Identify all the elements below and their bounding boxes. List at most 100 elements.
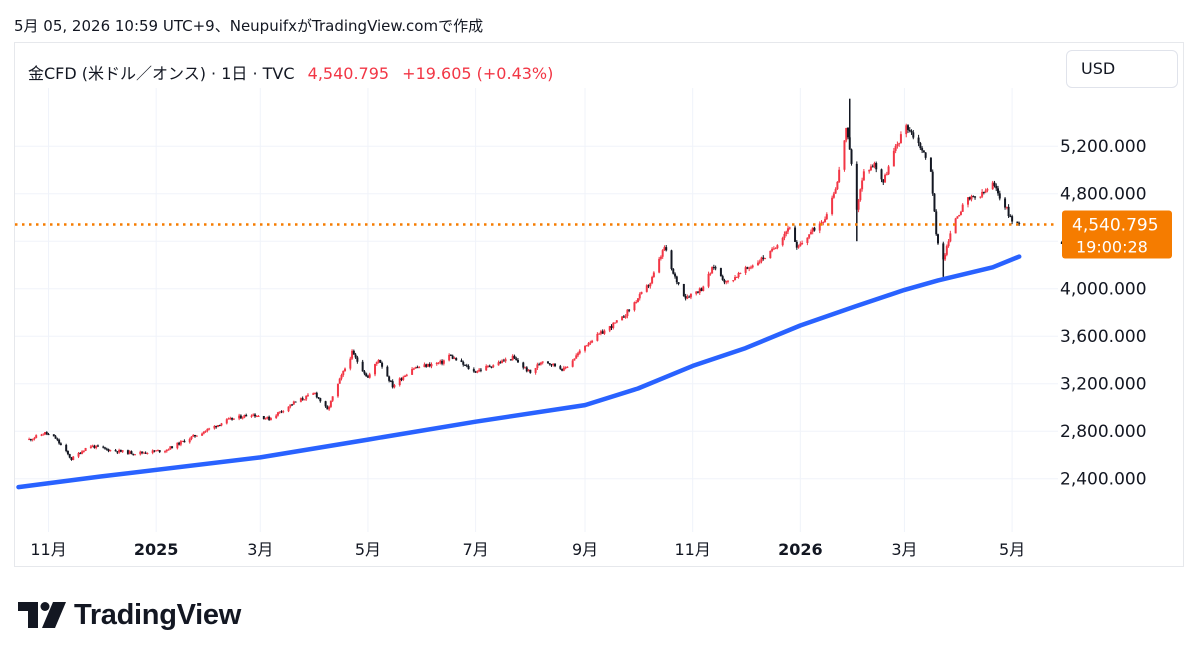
candle-body bbox=[220, 423, 223, 426]
candle-body bbox=[880, 169, 883, 180]
candle-body bbox=[516, 359, 519, 363]
candle-body bbox=[612, 322, 615, 328]
candle-body bbox=[146, 452, 149, 454]
candle-body bbox=[1016, 221, 1019, 224]
candle-body bbox=[278, 411, 281, 413]
candle-body bbox=[416, 367, 419, 369]
candle-body bbox=[472, 369, 475, 372]
candle-body bbox=[760, 257, 763, 262]
candle-body bbox=[190, 436, 193, 440]
candle-body bbox=[81, 451, 84, 454]
tradingview-logo[interactable]: TradingView bbox=[18, 598, 241, 632]
candle-body bbox=[509, 359, 512, 361]
candle-body bbox=[998, 193, 1001, 199]
candle-body bbox=[1009, 216, 1012, 218]
candle-body bbox=[628, 309, 631, 311]
candle-body bbox=[677, 282, 680, 285]
candle-body bbox=[885, 174, 888, 176]
candle-body bbox=[44, 432, 47, 435]
candle-body bbox=[1011, 216, 1014, 222]
candle-body bbox=[944, 254, 947, 260]
candle-body bbox=[659, 256, 662, 259]
candle-body bbox=[104, 447, 107, 449]
candle-body bbox=[578, 350, 581, 354]
candle-body bbox=[614, 322, 617, 324]
candle-body bbox=[624, 316, 627, 318]
candle-body bbox=[56, 438, 59, 440]
candle-body bbox=[670, 250, 673, 269]
candle-body bbox=[910, 131, 913, 133]
currency-button[interactable]: USD bbox=[1066, 50, 1178, 88]
y-axis: 2,400.000 2,800.000 3,200.000 3,600.000 4,00… bbox=[1060, 137, 1147, 490]
candles bbox=[28, 98, 1021, 461]
last-price: 4,540.795 bbox=[307, 64, 390, 83]
candle-body bbox=[608, 326, 611, 331]
candle-body bbox=[486, 365, 489, 367]
candle-body bbox=[726, 280, 729, 282]
candle-body bbox=[317, 397, 320, 399]
candle-body bbox=[626, 309, 629, 317]
candle-body bbox=[846, 128, 849, 138]
candle-body bbox=[776, 245, 779, 249]
candle-body bbox=[312, 393, 315, 395]
candle-body bbox=[437, 362, 440, 364]
candle-body bbox=[245, 414, 248, 417]
candle-body bbox=[381, 362, 384, 367]
candle-body bbox=[936, 234, 939, 244]
candle-body bbox=[45, 432, 48, 435]
candle-body bbox=[898, 143, 901, 145]
symbol-legend[interactable]: 金CFD (米ドル／オンス) · 1日 · TVC 4,540.795 +19.… bbox=[28, 60, 553, 84]
candle-body bbox=[428, 363, 431, 367]
candle-body bbox=[451, 355, 454, 359]
candle-body bbox=[391, 381, 394, 388]
candle-body bbox=[105, 448, 108, 450]
candle-body bbox=[788, 227, 791, 229]
candle-body bbox=[899, 134, 902, 144]
candle-body bbox=[746, 267, 749, 269]
candle-body bbox=[974, 196, 977, 198]
symbol-info[interactable]: 金CFD (米ドル／オンス) · 1日 · TVC bbox=[28, 64, 295, 83]
candle-body bbox=[282, 411, 285, 413]
candle-body bbox=[109, 450, 112, 452]
candle-body bbox=[991, 182, 994, 190]
grid bbox=[15, 88, 1058, 532]
candle-body bbox=[811, 227, 814, 232]
candle-body bbox=[268, 416, 271, 421]
candle-body bbox=[712, 267, 715, 269]
candle-body bbox=[801, 242, 804, 244]
candle-body bbox=[499, 362, 502, 364]
candle-body bbox=[795, 241, 798, 248]
candle-body bbox=[725, 281, 728, 283]
candle-body bbox=[315, 392, 318, 398]
candle-body bbox=[831, 197, 834, 215]
candle-body bbox=[299, 398, 302, 402]
candle-body bbox=[426, 363, 429, 367]
candle-body bbox=[774, 248, 777, 250]
candle-body bbox=[665, 247, 668, 251]
candle-body bbox=[423, 364, 426, 368]
candle-body bbox=[981, 191, 984, 197]
candle-body bbox=[843, 140, 846, 170]
candle-body bbox=[352, 350, 355, 355]
candle-body bbox=[156, 450, 159, 452]
candle-body bbox=[675, 276, 678, 283]
candle-body bbox=[179, 441, 182, 445]
price-tag-background bbox=[1062, 210, 1172, 259]
candle-body bbox=[476, 371, 479, 373]
candle-body bbox=[947, 241, 950, 247]
candle-body bbox=[894, 145, 897, 151]
candle-body bbox=[324, 401, 327, 407]
candle-body bbox=[869, 166, 872, 171]
candle-body bbox=[181, 440, 184, 442]
candle-body bbox=[672, 268, 675, 274]
candle-body bbox=[587, 343, 590, 346]
candle-body bbox=[128, 451, 131, 454]
candle-body bbox=[462, 361, 465, 365]
y-tick-label: 5,200.000 bbox=[1060, 137, 1147, 157]
y-tick-label: 3,200.000 bbox=[1060, 375, 1147, 395]
candle-body bbox=[548, 363, 551, 365]
candle-body bbox=[441, 360, 444, 364]
candle-body bbox=[404, 375, 407, 377]
candle-body bbox=[329, 400, 332, 407]
